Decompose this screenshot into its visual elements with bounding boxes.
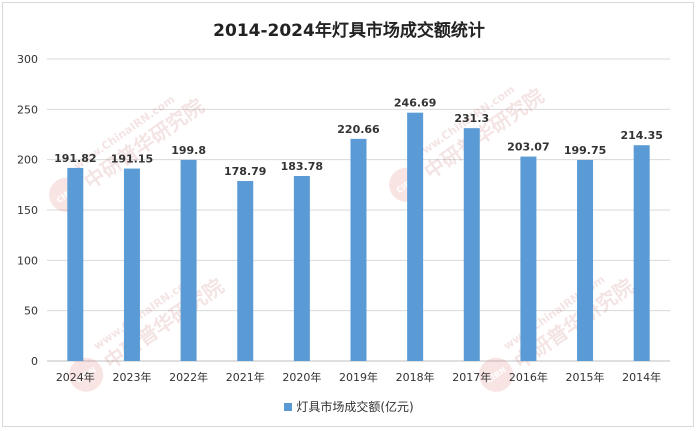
y-tick-label: 300	[17, 53, 38, 66]
bar	[463, 128, 480, 361]
bar	[350, 138, 367, 361]
data-label: 231.3	[454, 112, 489, 125]
data-label: 199.75	[564, 144, 606, 157]
bar	[237, 181, 254, 361]
bar	[180, 159, 197, 361]
x-tick-label: 2015年	[566, 370, 605, 384]
data-label: 203.07	[507, 141, 549, 154]
x-tick-label: 2021年	[226, 370, 265, 384]
x-tick-label: 2022年	[169, 370, 208, 384]
x-tick-label: 2019年	[339, 370, 378, 384]
x-tick-label: 2014年	[622, 370, 661, 384]
data-label: 246.69	[394, 97, 436, 110]
x-tick-label: 2024年	[56, 370, 95, 384]
data-label: 178.79	[224, 165, 266, 178]
data-label: 191.15	[111, 153, 153, 166]
data-label: 183.78	[281, 160, 323, 173]
y-tick-label: 0	[31, 355, 38, 368]
bar	[577, 159, 594, 361]
data-label: 191.82	[54, 152, 96, 165]
x-tick-label: 2017年	[452, 370, 491, 384]
chart-title: 2014-2024年灯具市场成交额统计	[213, 21, 485, 41]
x-tick-label: 2018年	[396, 370, 435, 384]
y-tick-label: 50	[24, 305, 38, 318]
y-tick-label: 250	[17, 103, 38, 116]
legend-label: 灯具市场成交额(亿元)	[296, 400, 414, 414]
y-tick-label: 100	[17, 254, 38, 267]
y-tick-label: 200	[17, 154, 38, 167]
data-label: 214.35	[620, 129, 662, 142]
bar	[520, 156, 537, 361]
chart-legend: 灯具市场成交额(亿元)	[0, 398, 698, 415]
x-tick-label: 2023年	[112, 370, 151, 384]
bar	[123, 168, 140, 361]
x-tick-label: 2016年	[509, 370, 548, 384]
x-tick-label: 2020年	[282, 370, 321, 384]
legend-swatch	[284, 403, 293, 411]
y-tick-label: 150	[17, 204, 38, 217]
data-label: 199.8	[171, 144, 206, 157]
bar	[67, 167, 84, 361]
bar	[293, 175, 310, 361]
data-label: 220.66	[337, 123, 380, 136]
bar	[407, 112, 424, 361]
bar	[633, 145, 650, 361]
